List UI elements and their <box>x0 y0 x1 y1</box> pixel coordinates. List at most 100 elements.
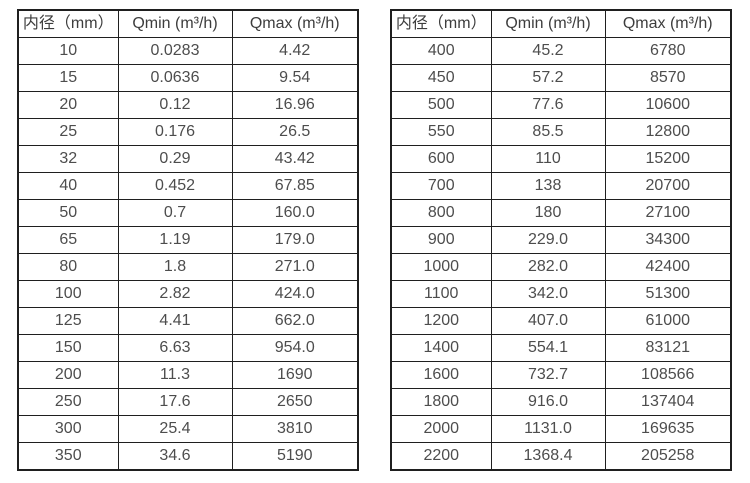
table-row: 1800 916.0 137404 <box>390 388 732 416</box>
flow-table-small-diameters: 内径（mm） Qmin (m³/h) Qmax (m³/h) 10 0.0283 4… <box>17 9 359 471</box>
table-row: 1200 407.0 61000 <box>390 307 732 335</box>
table-row: 25 0.176 26.5 <box>17 118 359 146</box>
table-row: 400 45.2 6780 <box>390 37 732 65</box>
cell-qmin: 0.452 <box>117 172 233 200</box>
cell-diameter: 10 <box>17 37 119 65</box>
cell-diameter: 1800 <box>390 388 492 416</box>
cell-qmax: 9.54 <box>231 64 359 92</box>
cell-qmax: 43.42 <box>231 145 359 173</box>
col-header-qmax: Qmax (m³/h) <box>604 9 732 38</box>
cell-qmin: 0.0283 <box>117 37 233 65</box>
table-row: 100 2.82 424.0 <box>17 280 359 308</box>
cell-diameter: 1100 <box>390 280 492 308</box>
cell-qmin: 554.1 <box>490 334 606 362</box>
cell-qmax: 61000 <box>604 307 732 335</box>
cell-qmax: 3810 <box>231 415 359 443</box>
cell-qmin: 180 <box>490 199 606 227</box>
col-header-qmin: Qmin (m³/h) <box>490 9 606 38</box>
table-row: 80 1.8 271.0 <box>17 253 359 281</box>
cell-qmin: 1131.0 <box>490 415 606 443</box>
cell-qmax: 662.0 <box>231 307 359 335</box>
table-row: 500 77.6 10600 <box>390 91 732 119</box>
cell-qmin: 0.0636 <box>117 64 233 92</box>
cell-diameter: 40 <box>17 172 119 200</box>
cell-qmax: 271.0 <box>231 253 359 281</box>
cell-qmin: 407.0 <box>490 307 606 335</box>
cell-diameter: 125 <box>17 307 119 335</box>
cell-qmax: 169635 <box>604 415 732 443</box>
cell-qmin: 57.2 <box>490 64 606 92</box>
header-row: 内径（mm） Qmin (m³/h) Qmax (m³/h) <box>17 9 359 38</box>
cell-diameter: 2200 <box>390 442 492 471</box>
cell-diameter: 1400 <box>390 334 492 362</box>
table-row: 1400 554.1 83121 <box>390 334 732 362</box>
cell-qmin: 4.41 <box>117 307 233 335</box>
cell-diameter: 550 <box>390 118 492 146</box>
cell-diameter: 150 <box>17 334 119 362</box>
cell-qmax: 108566 <box>604 361 732 389</box>
cell-qmax: 27100 <box>604 199 732 227</box>
table-row: 350 34.6 5190 <box>17 442 359 471</box>
cell-qmin: 17.6 <box>117 388 233 416</box>
cell-diameter: 1600 <box>390 361 492 389</box>
cell-qmin: 45.2 <box>490 37 606 65</box>
cell-diameter: 500 <box>390 91 492 119</box>
cell-qmax: 26.5 <box>231 118 359 146</box>
table-row: 20 0.12 16.96 <box>17 91 359 119</box>
cell-qmin: 11.3 <box>117 361 233 389</box>
table-row: 40 0.452 67.85 <box>17 172 359 200</box>
cell-diameter: 700 <box>390 172 492 200</box>
header-row: 内径（mm） Qmin (m³/h) Qmax (m³/h) <box>390 9 732 38</box>
cell-qmin: 1368.4 <box>490 442 606 471</box>
cell-qmin: 229.0 <box>490 226 606 254</box>
cell-diameter: 50 <box>17 199 119 227</box>
cell-qmin: 1.19 <box>117 226 233 254</box>
cell-qmax: 205258 <box>604 442 732 471</box>
cell-qmax: 67.85 <box>231 172 359 200</box>
cell-qmin: 0.176 <box>117 118 233 146</box>
cell-qmin: 25.4 <box>117 415 233 443</box>
cell-qmin: 1.8 <box>117 253 233 281</box>
cell-diameter: 350 <box>17 442 119 471</box>
cell-diameter: 65 <box>17 226 119 254</box>
cell-diameter: 900 <box>390 226 492 254</box>
cell-qmax: 160.0 <box>231 199 359 227</box>
table-row: 800 180 27100 <box>390 199 732 227</box>
flow-table-large-diameters: 内径（mm） Qmin (m³/h) Qmax (m³/h) 400 45.2 67… <box>390 9 732 471</box>
table-row: 10 0.0283 4.42 <box>17 37 359 65</box>
table-row: 900 229.0 34300 <box>390 226 732 254</box>
cell-qmax: 83121 <box>604 334 732 362</box>
table-row: 700 138 20700 <box>390 172 732 200</box>
cell-qmax: 8570 <box>604 64 732 92</box>
cell-qmax: 954.0 <box>231 334 359 362</box>
cell-qmin: 0.7 <box>117 199 233 227</box>
table-row: 2200 1368.4 205258 <box>390 442 732 471</box>
cell-diameter: 80 <box>17 253 119 281</box>
col-header-diameter: 内径（mm） <box>390 9 492 38</box>
cell-diameter: 200 <box>17 361 119 389</box>
table-row: 32 0.29 43.42 <box>17 145 359 173</box>
cell-qmin: 85.5 <box>490 118 606 146</box>
cell-qmax: 5190 <box>231 442 359 471</box>
table-row: 125 4.41 662.0 <box>17 307 359 335</box>
cell-qmin: 732.7 <box>490 361 606 389</box>
table-row: 600 110 15200 <box>390 145 732 173</box>
cell-qmax: 20700 <box>604 172 732 200</box>
cell-diameter: 1000 <box>390 253 492 281</box>
table-row: 50 0.7 160.0 <box>17 199 359 227</box>
cell-qmin: 282.0 <box>490 253 606 281</box>
cell-qmin: 0.12 <box>117 91 233 119</box>
cell-qmax: 6780 <box>604 37 732 65</box>
table-row: 250 17.6 2650 <box>17 388 359 416</box>
cell-diameter: 32 <box>17 145 119 173</box>
table-row: 2000 1131.0 169635 <box>390 415 732 443</box>
cell-qmax: 16.96 <box>231 91 359 119</box>
cell-qmin: 77.6 <box>490 91 606 119</box>
cell-qmax: 15200 <box>604 145 732 173</box>
table-row: 550 85.5 12800 <box>390 118 732 146</box>
cell-qmin: 916.0 <box>490 388 606 416</box>
cell-qmax: 4.42 <box>231 37 359 65</box>
cell-qmin: 34.6 <box>117 442 233 471</box>
table-row: 1000 282.0 42400 <box>390 253 732 281</box>
col-header-diameter: 内径（mm） <box>17 9 119 38</box>
